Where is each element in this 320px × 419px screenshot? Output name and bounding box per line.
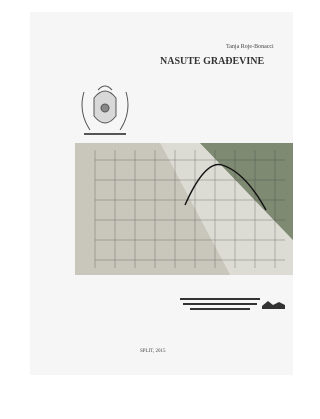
author: Tanja Roje-Bonacci <box>226 44 274 50</box>
title: NASUTE GRAĐEVINE <box>160 56 265 67</box>
cover-photo <box>75 143 293 275</box>
page: Tanja Roje-Bonacci NASUTE GRAĐEVINE SPLI… <box>0 0 293 419</box>
imprint: SPLIT, 2015 <box>140 349 166 354</box>
book-cover-view: Tanja Roje-Bonacci NASUTE GRAĐEVINE SPLI… <box>0 0 293 419</box>
